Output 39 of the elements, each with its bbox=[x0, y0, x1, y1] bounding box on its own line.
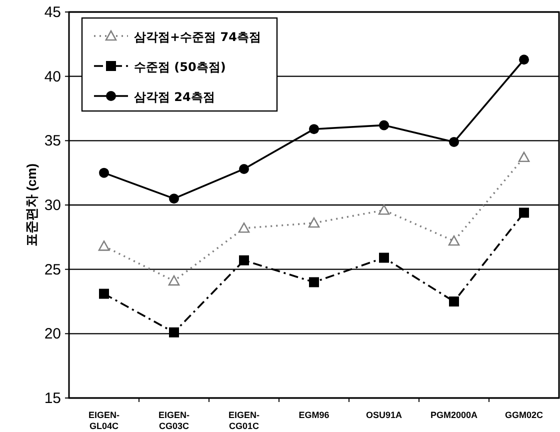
y-tick-label: 40 bbox=[44, 68, 61, 86]
y-tick-label: 15 bbox=[44, 390, 61, 407]
x-tick-label: EIGEN-CG03C bbox=[158, 410, 190, 431]
point bbox=[98, 240, 110, 251]
point bbox=[169, 194, 179, 204]
y-axis-title: 표준편차 (cm) bbox=[24, 163, 39, 247]
point bbox=[239, 164, 249, 174]
point bbox=[238, 222, 250, 233]
x-tick-label: EIGEN-GL04C bbox=[88, 410, 120, 431]
legend-label: 수준점 (50측점) bbox=[134, 60, 226, 74]
point bbox=[239, 255, 249, 266]
point bbox=[519, 54, 529, 65]
point bbox=[99, 168, 109, 178]
point bbox=[309, 277, 319, 288]
legend-label: 삼각점+수준점 74측점 bbox=[133, 30, 261, 44]
y-tick-label: 30 bbox=[44, 197, 61, 214]
point bbox=[378, 204, 390, 215]
point bbox=[448, 235, 460, 246]
point bbox=[309, 124, 319, 134]
x-tick-label: GGM02C bbox=[504, 410, 544, 420]
x-tick-label: EGM96 bbox=[298, 410, 330, 420]
legend-label: 삼각점 24측점 bbox=[133, 90, 215, 104]
point bbox=[169, 327, 179, 338]
y-tick-label: 35 bbox=[44, 132, 61, 150]
point bbox=[449, 296, 459, 306]
point bbox=[99, 288, 109, 299]
x-tick-label: EIGEN-CG01C bbox=[228, 410, 260, 431]
y-tick-label: 20 bbox=[44, 326, 61, 343]
point bbox=[168, 275, 180, 286]
point bbox=[308, 217, 320, 228]
y-tick-label: 45 bbox=[44, 4, 61, 21]
point bbox=[379, 120, 389, 130]
y-tick-label: 25 bbox=[44, 261, 61, 278]
point bbox=[518, 152, 530, 162]
x-tick-label: OSU91A bbox=[366, 410, 403, 420]
x-tick-label: PGM2000A bbox=[430, 410, 478, 420]
point bbox=[519, 208, 529, 218]
point bbox=[449, 136, 459, 147]
point bbox=[379, 252, 389, 263]
